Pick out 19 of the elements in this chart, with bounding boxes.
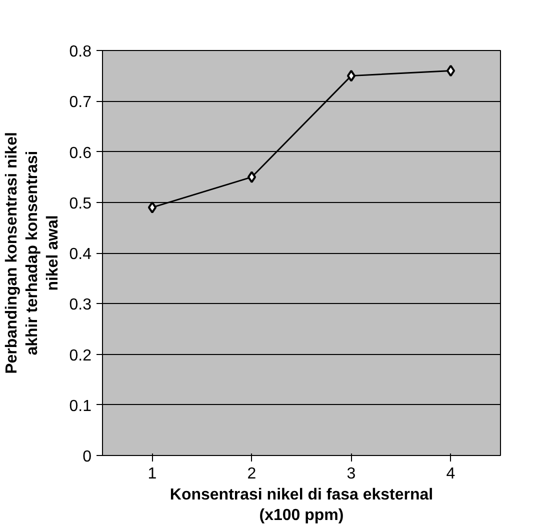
point (148, 201, 157, 214)
y-tick-label: 0 (82, 448, 92, 466)
y-tick-label: 0.6 (69, 144, 92, 162)
x-tick-label: 3 (346, 466, 356, 482)
x-tick-label: 4 (446, 466, 456, 482)
point (247, 171, 256, 184)
x-axis-title: Konsentrasi nikel di fasa eksternal (x100 ppm) (170, 486, 434, 524)
point (446, 64, 456, 77)
y-tick-label: 0.7 (69, 94, 92, 112)
y-tick-label: 0.1 (69, 398, 92, 415)
y-axis-title: Perbandingan konsentrasi nikel akhir terhadap konsentrasi nikel awal (3, 132, 62, 374)
y-tick-label: 0.3 (69, 296, 92, 314)
x-tick-label: 2 (247, 466, 256, 482)
y-tick-label: 0.4 (69, 246, 92, 263)
y-tick-label: 0.8 (69, 44, 92, 60)
y-tick-label: 0.5 (69, 195, 92, 212)
x-tick-label: 1 (148, 466, 157, 482)
y-tick-label: 0.2 (69, 347, 92, 364)
point (346, 70, 356, 82)
